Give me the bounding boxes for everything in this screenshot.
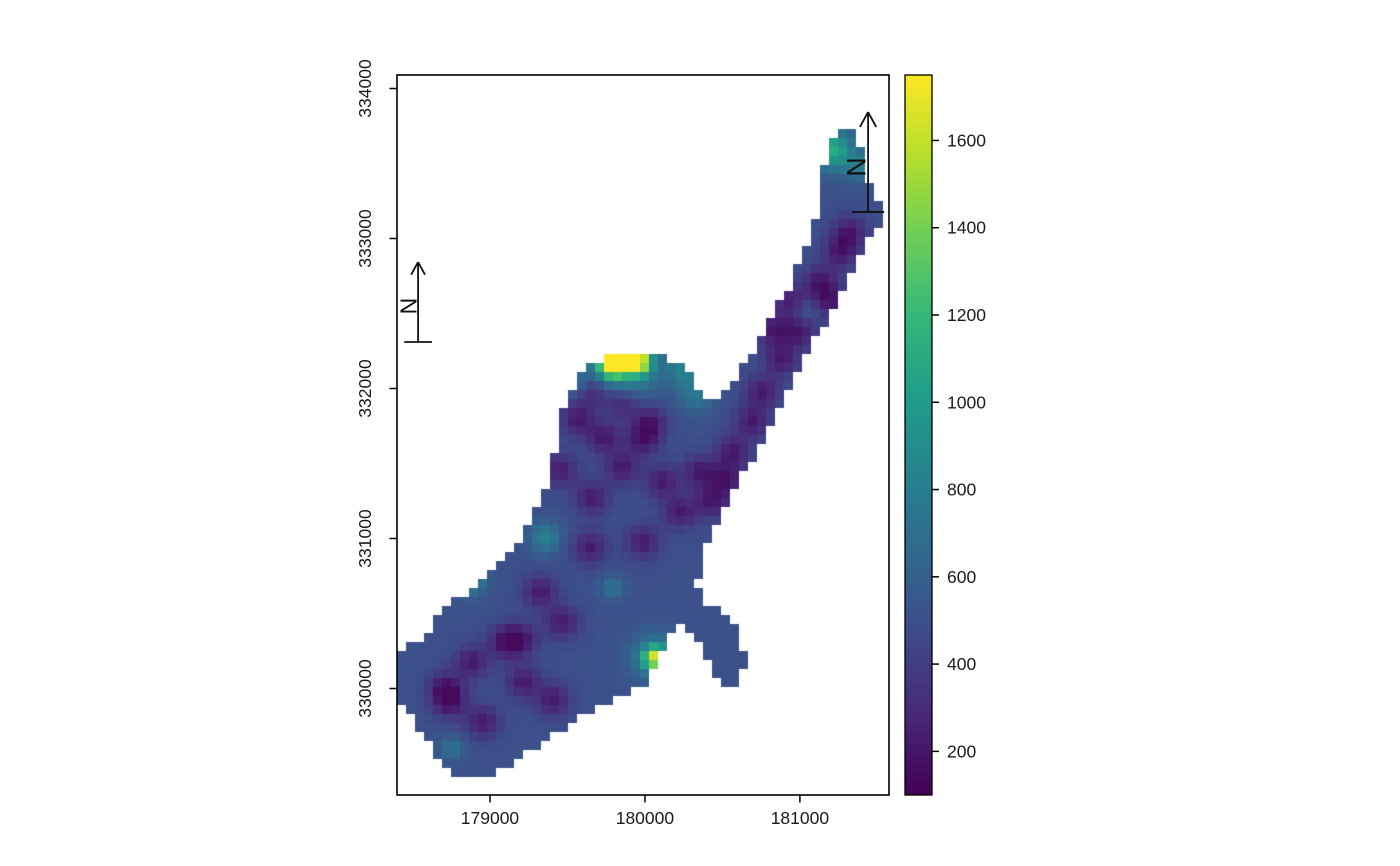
y-axis-tick-label: 330000 bbox=[355, 659, 375, 718]
north-arrow: N bbox=[395, 261, 432, 343]
y-axis-tick-label: 331000 bbox=[355, 509, 375, 568]
x-axis-tick-label: 180000 bbox=[616, 808, 675, 828]
y-axis-tick-label: 332000 bbox=[355, 359, 375, 418]
colorbar-tick-label: 600 bbox=[947, 567, 976, 587]
colorbar-tick-label: 200 bbox=[947, 741, 976, 761]
x-axis-tick-label: 179000 bbox=[461, 808, 520, 828]
x-axis-tick-label: 181000 bbox=[771, 808, 830, 828]
north-arrow-label: N bbox=[395, 298, 421, 315]
raster-heatmap-canvas bbox=[397, 75, 889, 795]
colorbar-tick-label: 1200 bbox=[947, 305, 986, 325]
north-arrow-head bbox=[417, 261, 426, 276]
north-arrow-head bbox=[867, 111, 877, 128]
colorbar-tick-label: 800 bbox=[947, 480, 976, 500]
north-arrow-head bbox=[859, 111, 869, 128]
colorbar-tick-label: 1000 bbox=[947, 392, 986, 412]
colorbar-tick-label: 400 bbox=[947, 654, 976, 674]
colorbar-tick-label: 1600 bbox=[947, 130, 986, 150]
colorbar bbox=[904, 74, 933, 796]
y-axis-tick-label: 333000 bbox=[355, 209, 375, 268]
north-arrow-head bbox=[410, 261, 419, 276]
y-axis-tick-label: 334000 bbox=[355, 59, 375, 118]
north-arrow: N bbox=[842, 111, 885, 213]
colorbar-tick-label: 1400 bbox=[947, 218, 986, 238]
plot-frame bbox=[396, 74, 890, 796]
north-arrow-label: N bbox=[842, 157, 872, 177]
